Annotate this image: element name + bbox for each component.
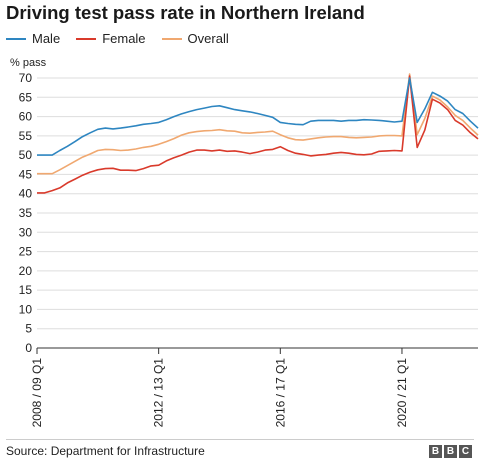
line-chart: % pass 0 5 10 15 20 25 30 35 40 45 50 55 60 65 70 2008…	[10, 57, 479, 427]
series-lines	[37, 73, 479, 194]
x-axis-ticks: 2008 / 09 Q1 2012 / 13 Q1 2016 / 17 Q1 2020…	[30, 348, 409, 427]
y-tick-label: 0	[25, 341, 32, 355]
series-line-male	[37, 77, 479, 156]
y-tick-label: 70	[19, 71, 33, 85]
legend-swatch-male	[6, 37, 26, 40]
legend-label-male: Male	[32, 31, 61, 46]
y-tick-label: 25	[19, 245, 33, 259]
x-tick-label: 2012 / 13 Q1	[152, 358, 166, 428]
chart-legend: Male Female Overall	[6, 31, 229, 46]
legend-item-female: Female	[76, 31, 146, 46]
legend-item-overall: Overall	[161, 31, 229, 46]
y-tick-label: 40	[19, 187, 33, 201]
x-tick-label: 2020 / 21 Q1	[395, 358, 409, 428]
legend-item-male: Male	[6, 31, 60, 46]
bbc-logo-letter: B	[444, 445, 457, 458]
y-tick-label: 55	[19, 129, 33, 143]
y-tick-label: 15	[19, 283, 33, 297]
y-tick-label: 45	[19, 167, 33, 181]
series-line-overall	[37, 73, 479, 175]
x-tick-label: 2008 / 09 Q1	[30, 358, 44, 428]
y-tick-label: 60	[19, 110, 33, 124]
bbc-logo-letter: B	[429, 445, 442, 458]
legend-label-overall: Overall	[187, 31, 229, 46]
y-tick-label: 10	[19, 302, 33, 316]
y-tick-label: 65	[19, 90, 33, 104]
y-axis-label: % pass	[10, 57, 47, 69]
gridlines	[37, 77, 478, 349]
x-tick-label: 2016 / 17 Q1	[273, 358, 287, 428]
series-line-female	[37, 75, 479, 194]
legend-swatch-overall	[161, 37, 182, 40]
y-tick-label: 35	[19, 206, 33, 220]
y-axis-ticks: 0 5 10 15 20 25 30 35 40 45 50 55 60 65 70	[19, 71, 33, 355]
source-note: Source: Department for Infrastructure	[6, 444, 205, 458]
legend-label-female: Female	[102, 31, 146, 46]
bbc-logo: B B C	[429, 445, 472, 458]
y-tick-label: 5	[25, 322, 32, 336]
chart-title: Driving test pass rate in Northern Irela…	[6, 2, 365, 23]
y-tick-label: 30	[19, 225, 33, 239]
footer-divider	[6, 439, 474, 440]
bbc-logo-letter: C	[459, 445, 472, 458]
y-tick-label: 50	[19, 148, 33, 162]
y-tick-label: 20	[19, 264, 33, 278]
legend-swatch-female	[76, 37, 97, 40]
